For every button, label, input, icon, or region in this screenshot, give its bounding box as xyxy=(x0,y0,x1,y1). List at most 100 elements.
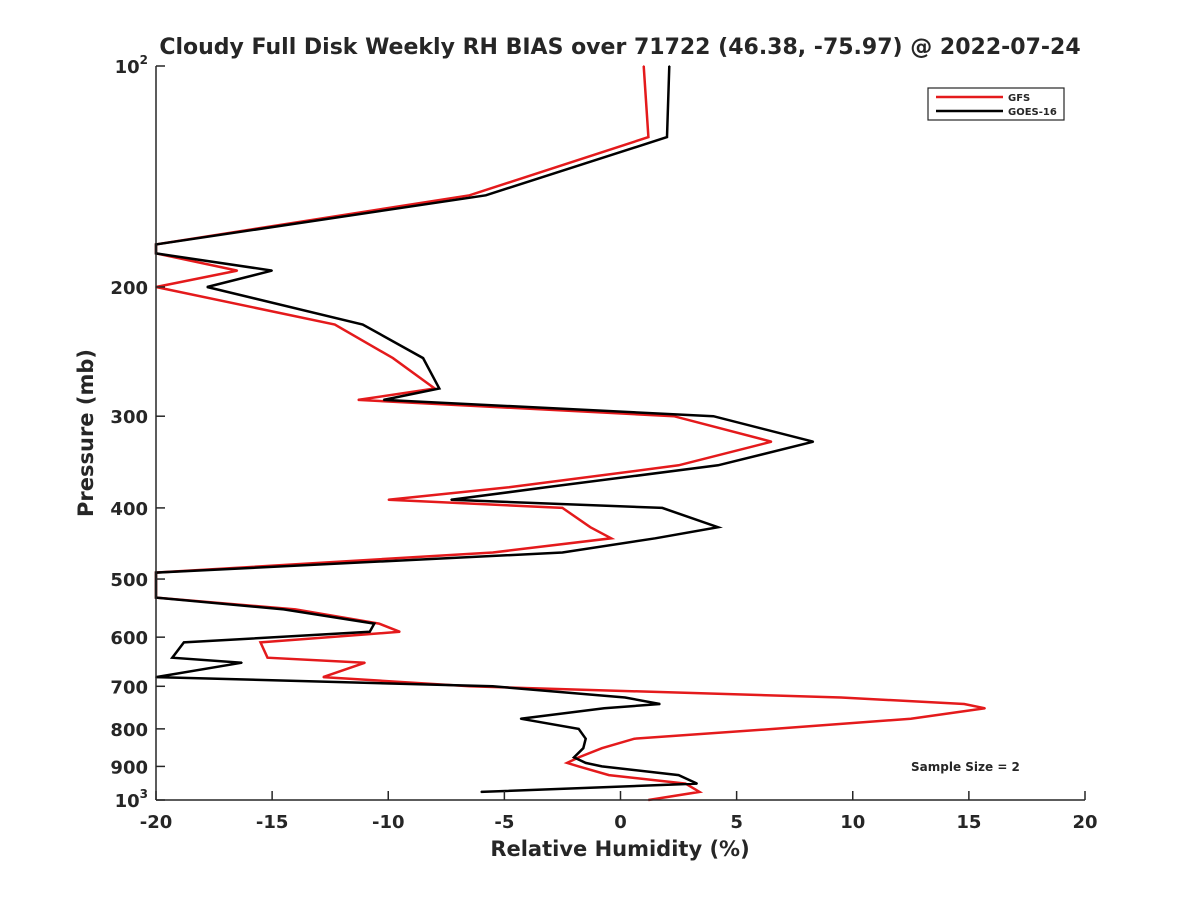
y-tick-label: 103 xyxy=(115,787,148,812)
series-line-goes16 xyxy=(154,65,814,794)
data-point-goes16-2 xyxy=(485,194,487,197)
data-point-goes16-8 xyxy=(422,357,424,359)
data-point-gfs-10 xyxy=(357,399,359,401)
series-line-gfs xyxy=(154,65,986,802)
x-tick-label: 0 xyxy=(614,812,627,833)
data-point-goes16-13 xyxy=(717,464,719,467)
data-point-gfs-13 xyxy=(677,464,680,467)
legend-label-gfs: GFS xyxy=(1008,93,1030,104)
data-point-goes16-6 xyxy=(206,286,208,288)
y-tick-label: 200 xyxy=(110,278,148,299)
data-point-goes16-33 xyxy=(519,717,522,720)
data-point-gfs-33 xyxy=(910,717,912,720)
x-tick-label: -20 xyxy=(140,812,173,833)
data-point-gfs-12 xyxy=(770,440,773,443)
data-point-gfs-30 xyxy=(840,696,842,699)
data-point-goes16-7 xyxy=(361,323,364,326)
data-point-goes16-23 xyxy=(373,622,376,625)
sample-size-note: Sample Size = 2 xyxy=(911,760,1020,774)
x-tick-label: -15 xyxy=(256,812,289,833)
data-point-gfs-40 xyxy=(608,774,610,776)
y-tick-label: 400 xyxy=(110,499,148,520)
data-point-goes16-36 xyxy=(582,747,585,749)
y-tick-label: 102 xyxy=(115,53,148,78)
data-point-gfs-18 xyxy=(610,537,612,540)
data-point-goes16-25 xyxy=(183,641,185,644)
data-point-gfs-32 xyxy=(984,707,986,710)
data-point-goes16-32 xyxy=(603,707,605,710)
data-point-gfs-5 xyxy=(236,269,239,272)
y-tick-label: 800 xyxy=(110,720,148,741)
legend: GFS GOES-16 xyxy=(927,87,1065,121)
data-point-goes16-16 xyxy=(661,507,664,509)
data-point-goes16-42 xyxy=(480,791,482,793)
y-tick-label: 300 xyxy=(110,407,148,428)
data-point-goes16-38 xyxy=(584,762,587,764)
y-tick-label: 900 xyxy=(110,757,148,778)
data-point-gfs-27 xyxy=(364,661,366,664)
data-point-goes16-41 xyxy=(696,782,698,785)
data-point-goes16-1 xyxy=(666,136,668,138)
data-point-goes16-26 xyxy=(171,656,174,659)
data-point-goes16-35 xyxy=(584,737,587,740)
data-point-goes16-12 xyxy=(812,440,815,443)
data-point-goes16-11 xyxy=(712,415,715,418)
y-tick-label: 700 xyxy=(110,677,148,698)
x-tick-label: -10 xyxy=(372,812,405,833)
data-point-gfs-31 xyxy=(963,703,965,705)
data-point-gfs-14 xyxy=(508,486,510,489)
data-point-goes16-18 xyxy=(654,537,657,540)
data-point-gfs-38 xyxy=(566,762,568,764)
x-tick-label: -5 xyxy=(494,812,514,833)
data-point-gfs-15 xyxy=(387,499,390,501)
data-point-goes16-10 xyxy=(382,399,385,401)
data-point-goes16-15 xyxy=(450,499,452,501)
ticks-layer: -20 -15 -10 -5 0 5 10 15 20 102 200 300 400 500 600 700… xyxy=(110,53,1097,833)
data-point-goes16-9 xyxy=(438,387,441,390)
data-point-gfs-22 xyxy=(294,608,297,611)
data-point-gfs-24 xyxy=(399,631,401,633)
data-point-gfs-37 xyxy=(577,756,580,759)
data-point-goes16-14 xyxy=(545,486,547,489)
data-point-goes16-19 xyxy=(561,551,564,554)
data-point-goes16-40 xyxy=(677,774,680,776)
y-axis-label: Pressure (mb) xyxy=(74,349,98,517)
data-point-gfs-16 xyxy=(561,507,564,509)
data-point-gfs-26 xyxy=(266,656,269,659)
data-point-goes16-0 xyxy=(668,65,671,67)
data-point-goes16-22 xyxy=(282,608,285,611)
data-point-goes16-17 xyxy=(717,526,719,528)
data-point-gfs-42 xyxy=(698,791,701,793)
y-tick-label: 500 xyxy=(110,570,148,591)
y-tick-label: 600 xyxy=(110,628,148,649)
data-point-goes16-24 xyxy=(368,631,371,633)
data-point-gfs-19 xyxy=(492,551,494,554)
legend-box xyxy=(927,87,1065,121)
data-point-gfs-34 xyxy=(773,728,775,730)
data-point-gfs-7 xyxy=(334,323,336,326)
data-point-gfs-28 xyxy=(322,676,325,678)
data-point-gfs-36 xyxy=(601,747,603,749)
data-point-gfs-39 xyxy=(577,765,580,768)
x-tick-label: 5 xyxy=(730,812,743,833)
data-point-goes16-30 xyxy=(624,696,626,699)
data-point-gfs-8 xyxy=(392,357,394,359)
data-point-gfs-35 xyxy=(633,737,636,740)
data-point-goes16-29 xyxy=(492,685,494,688)
data-point-gfs-25 xyxy=(259,641,262,644)
data-point-goes16-37 xyxy=(573,756,575,759)
data-point-gfs-17 xyxy=(589,526,592,528)
data-point-gfs-23 xyxy=(378,622,380,625)
chart-title: Cloudy Full Disk Weekly RH BIAS over 717… xyxy=(159,35,1080,60)
data-point-gfs-2 xyxy=(468,194,471,197)
legend-label-goes16: GOES-16 xyxy=(1008,107,1057,118)
data-point-goes16-27 xyxy=(241,661,243,664)
data-point-gfs-11 xyxy=(673,415,675,418)
series-layer xyxy=(154,65,986,802)
x-tick-label: 20 xyxy=(1072,812,1097,833)
x-tick-label: 15 xyxy=(956,812,981,833)
data-point-gfs-0 xyxy=(642,65,645,67)
data-point-gfs-1 xyxy=(647,136,650,138)
x-tick-label: 10 xyxy=(840,812,865,833)
